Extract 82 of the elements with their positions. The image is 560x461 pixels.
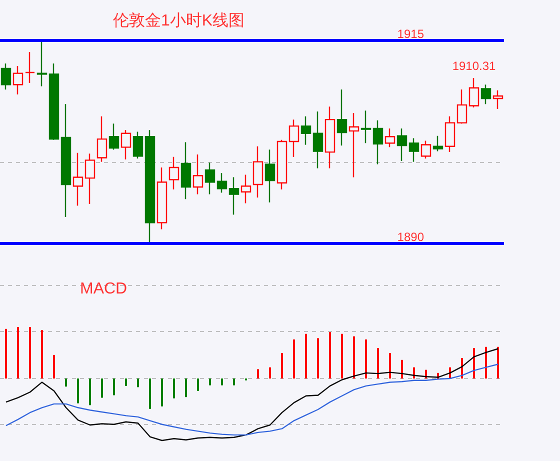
candlestick [264,149,276,203]
chart-title: MACD [80,280,128,298]
candlestick [492,90,504,110]
bar [257,369,259,378]
candlestick [372,120,384,165]
candlestick [0,62,12,90]
candlestick [180,142,192,200]
candlestick [36,40,48,87]
candlestick [324,106,336,169]
candlestick [444,116,456,153]
candlestick [84,153,96,205]
candlestick [456,88,468,124]
bar [29,327,31,378]
candlestick [276,139,288,190]
annotation: 1910.31 [452,59,496,74]
bar [89,378,91,406]
candlestick [216,172,228,194]
candlestick [240,174,252,204]
bar [197,378,199,391]
candlestick [120,130,132,160]
candlestick [348,112,360,178]
bar [17,327,19,378]
bar [101,378,103,398]
candlestick [12,65,24,96]
bar [473,348,475,378]
bar [293,339,295,378]
bar [233,378,235,386]
candlestick [144,130,156,244]
bar [125,378,127,386]
bar [329,332,331,378]
candlestick [336,88,348,146]
ref-line-label: 1890 [397,230,424,244]
ref-line-label: 1915 [397,27,424,41]
candlestick [60,104,72,218]
candlestick [480,84,492,105]
candlestick [108,123,120,150]
bar [341,334,343,378]
candlestick [252,146,264,198]
bar [53,354,55,378]
candlestick [360,110,372,144]
bar [317,338,319,378]
candlestick [408,138,420,162]
bar [149,378,151,409]
candlestick [300,116,312,146]
candlestick [96,116,108,162]
candlestick [24,52,36,84]
chart-title: 伦敦金1小时K线图 [113,12,245,30]
bar [185,378,187,398]
bar [221,378,223,386]
bar [113,378,115,396]
bar [377,348,379,378]
bar [41,330,43,378]
bar [401,360,403,378]
bar [137,378,139,388]
bar [389,353,391,378]
candlestick [468,77,480,108]
bar [365,339,367,378]
bar [173,378,175,398]
candlestick [288,118,300,158]
bar [77,378,79,404]
candlestick [396,128,408,162]
bar [161,378,163,406]
candlestick [228,176,240,216]
bar [209,378,211,386]
bar [281,353,283,378]
candlestick [48,62,60,140]
candlestick [204,162,216,195]
bar [305,334,307,378]
bar [269,367,271,378]
candlestick [156,166,168,230]
candlestick [72,152,84,206]
bar [65,378,67,387]
bar [5,328,7,378]
candlestick [132,131,144,160]
candlestick [384,128,396,148]
bar [353,336,355,378]
candlestick [312,110,324,169]
candlestick [420,140,432,160]
bar [497,346,499,378]
candlestick [432,135,444,152]
candlestick [192,154,204,195]
candlestick [168,156,180,190]
